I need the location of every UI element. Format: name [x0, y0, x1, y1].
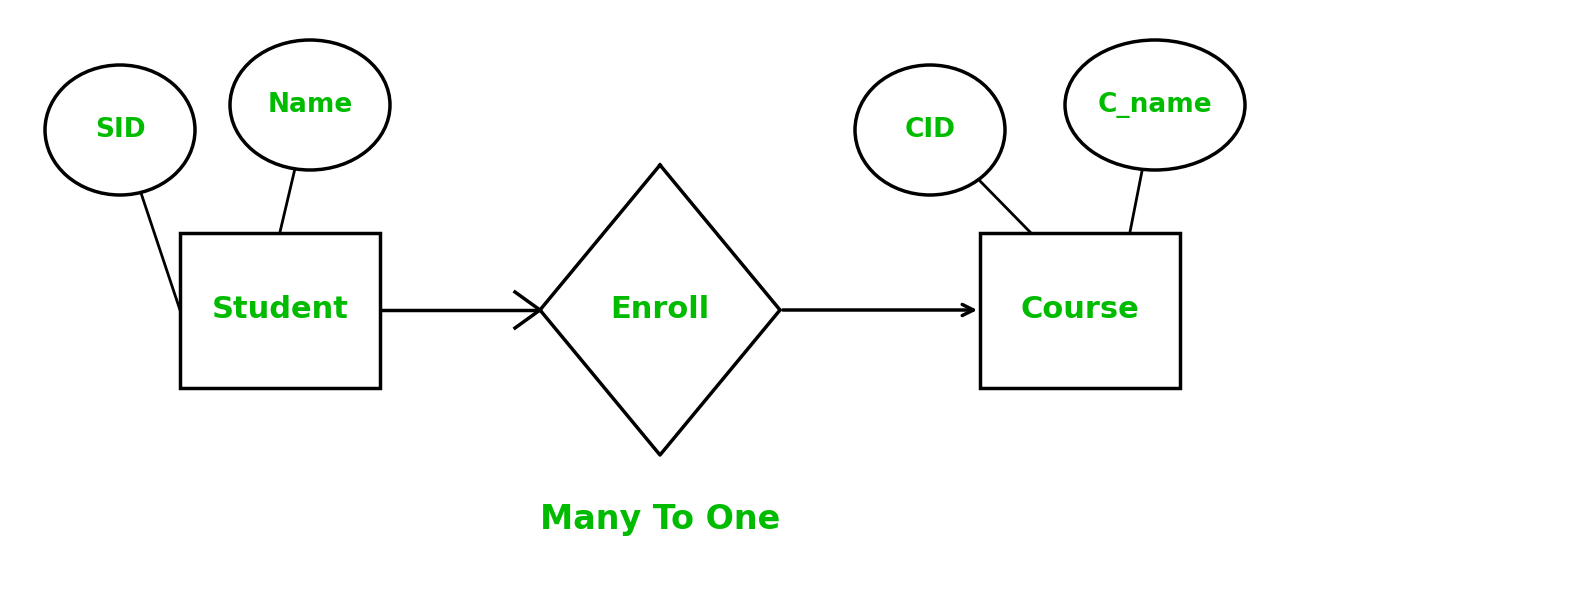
Ellipse shape — [230, 40, 391, 170]
Text: Course: Course — [1020, 295, 1140, 324]
Text: Enroll: Enroll — [611, 295, 709, 324]
Ellipse shape — [45, 65, 194, 195]
Bar — [980, 232, 1180, 387]
Text: Student: Student — [212, 295, 349, 324]
Text: SID: SID — [94, 117, 145, 143]
Polygon shape — [540, 165, 779, 455]
Text: CID: CID — [904, 117, 955, 143]
Text: Name: Name — [268, 92, 352, 118]
Ellipse shape — [854, 65, 1004, 195]
Bar — [180, 232, 379, 387]
Ellipse shape — [1065, 40, 1245, 170]
Text: Many To One: Many To One — [540, 503, 779, 536]
Text: C_name: C_name — [1098, 92, 1213, 118]
